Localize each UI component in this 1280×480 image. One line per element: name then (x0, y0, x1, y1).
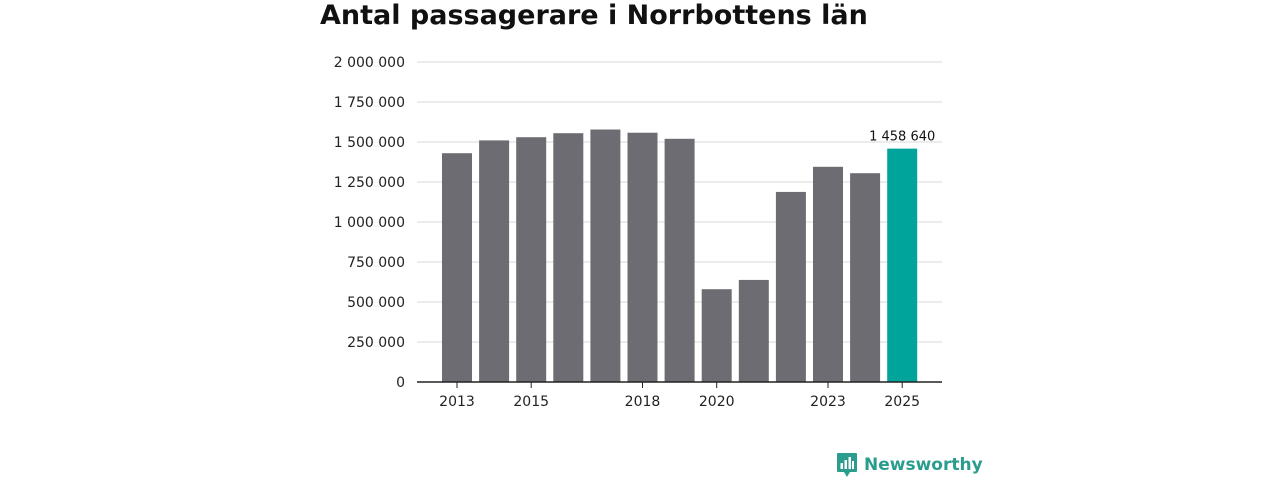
x-tick-label: 2018 (625, 394, 661, 410)
bar-2021 (738, 279, 769, 382)
brand-name: Newsworthy (864, 455, 983, 475)
bar-2025 (887, 148, 918, 382)
bar-2014 (479, 140, 510, 382)
bar-2018 (627, 132, 658, 382)
bar-2024 (850, 173, 881, 382)
y-axis-ticks: 0 250 000 500 000 750 000 1 000 000 1 250 000… (334, 55, 405, 391)
bar-2022 (775, 191, 806, 382)
brand-logo: Newsworthy (836, 452, 983, 478)
y-tick-label: 1 000 000 (334, 215, 405, 231)
y-tick-label: 1 250 000 (334, 175, 405, 191)
y-tick-label: 250 000 (347, 335, 405, 351)
bar-chart-badge-icon (837, 453, 857, 477)
y-tick-label: 750 000 (347, 255, 405, 271)
y-tick-label: 500 000 (347, 295, 405, 311)
y-tick-label: 2 000 000 (334, 55, 405, 71)
x-axis-ticks: 2013 2015 2018 2020 2023 2025 (439, 382, 920, 410)
bar-2023 (813, 166, 843, 382)
y-tick-label: 1 750 000 (334, 95, 405, 111)
y-tick-label: 0 (396, 375, 405, 391)
chart-title: Antal passagerare i Norrbottens län (320, 0, 868, 31)
bar-chart: 0 250 000 500 000 750 000 1 000 000 1 250 000… (334, 55, 942, 410)
bar-2013 (442, 153, 472, 382)
y-tick-label: 1 500 000 (334, 135, 405, 151)
bar-2020 (701, 289, 732, 382)
bars: 1 458 640 (442, 129, 935, 382)
x-tick-label: 2013 (439, 394, 475, 410)
highlight-value-label: 1 458 640 (869, 130, 935, 145)
bar-2017 (590, 129, 621, 382)
bar-2015 (516, 137, 547, 382)
bar-2016 (553, 133, 584, 382)
x-tick-label: 2020 (699, 394, 735, 410)
x-tick-label: 2025 (884, 394, 920, 410)
bar-2019 (664, 138, 695, 382)
x-tick-label: 2023 (810, 394, 846, 410)
x-tick-label: 2015 (513, 394, 549, 410)
